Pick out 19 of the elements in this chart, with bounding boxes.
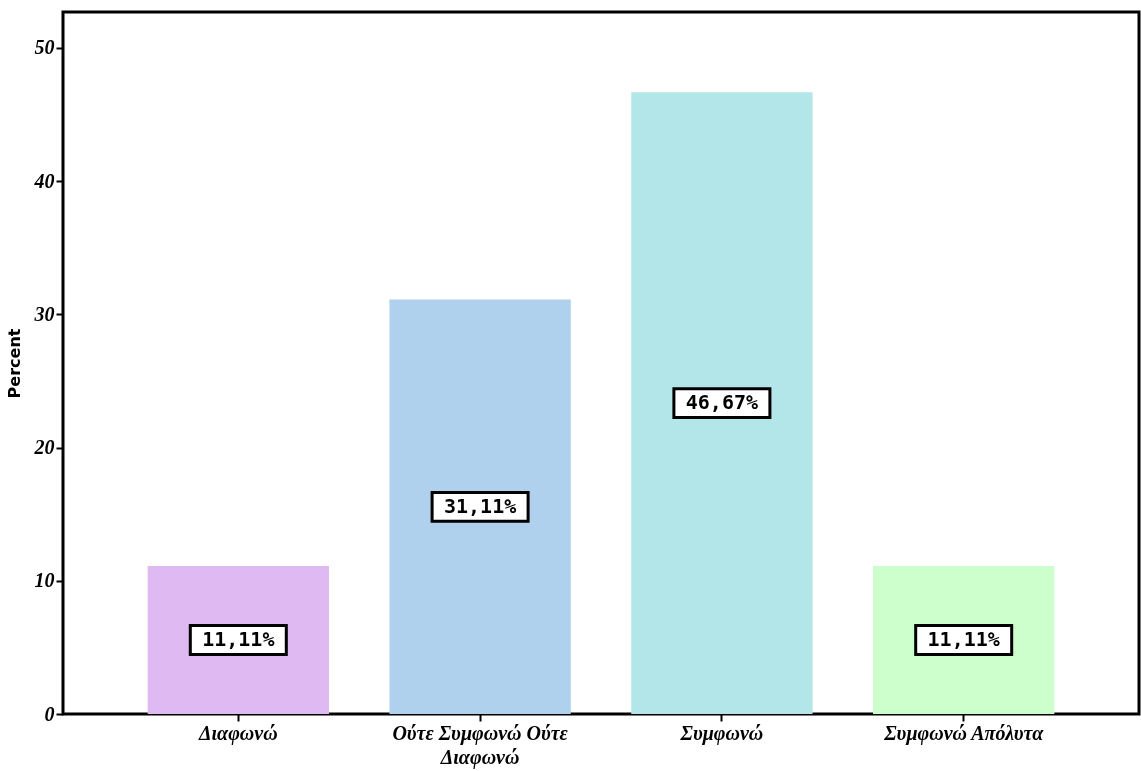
x-tick-label: Συμφωνώ <box>679 721 764 745</box>
y-tick-label: 10 <box>34 569 55 592</box>
data-label: 11,11% <box>927 627 1000 651</box>
data-label: 46,67% <box>685 390 759 415</box>
data-label: 31,11% <box>443 493 517 518</box>
y-tick-label: 0 <box>44 702 55 725</box>
bar <box>147 566 329 714</box>
data-label: 11,11% <box>202 627 275 651</box>
x-tick-label: Ούτε Συμφωνώ Ούτε Διαφωνώ <box>392 721 569 769</box>
x-tick-label: Διαφωνώ <box>197 721 278 745</box>
bar <box>873 566 1055 714</box>
y-axis-title: Percent <box>4 328 24 399</box>
y-tick-label: 30 <box>33 302 55 325</box>
y-tick-label: 50 <box>34 36 55 59</box>
y-tick-label: 40 <box>33 169 55 192</box>
x-tick-label: Συμφωνώ Απόλυτα <box>883 721 1045 745</box>
bar <box>389 299 571 714</box>
bar <box>631 92 813 714</box>
y-tick-label: 20 <box>33 436 55 459</box>
